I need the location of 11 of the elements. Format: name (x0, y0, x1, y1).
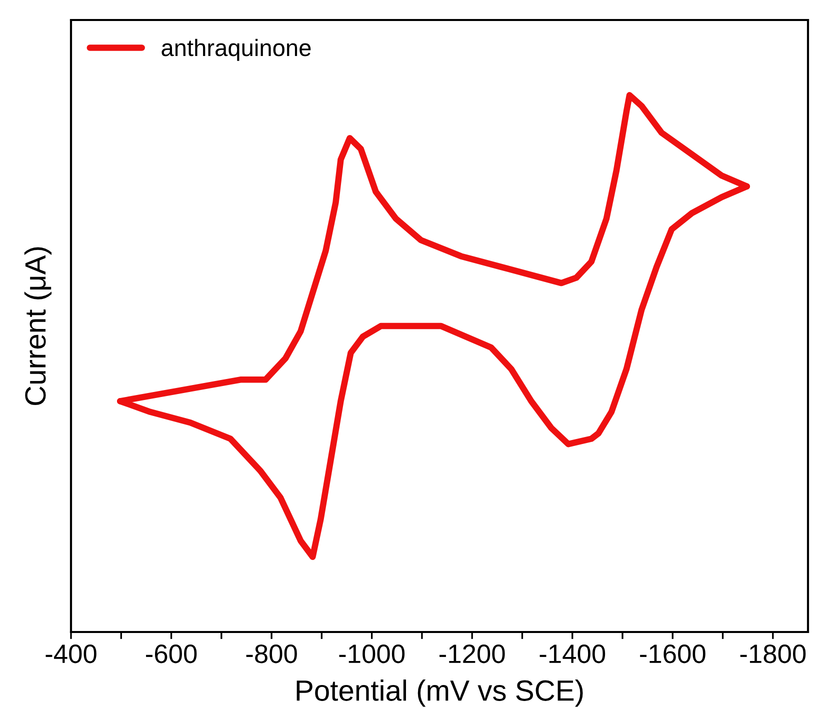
x-tick-label: -1600 (640, 644, 706, 664)
x-tick-label: -400 (46, 644, 96, 664)
x-tick-label: -1000 (339, 644, 405, 664)
x-tick-label: -1200 (440, 644, 505, 664)
legend-label: anthraquinone (162, 38, 311, 61)
x-tick-label: -1800 (740, 644, 806, 664)
x-tick-label: -1400 (540, 644, 606, 664)
x-tick-label: -600 (146, 644, 197, 664)
y-axis-title: Current (μA) (24, 247, 52, 406)
x-axis-title: Potential (mV vs SCE) (296, 680, 583, 707)
x-tick-label: -800 (246, 644, 297, 664)
